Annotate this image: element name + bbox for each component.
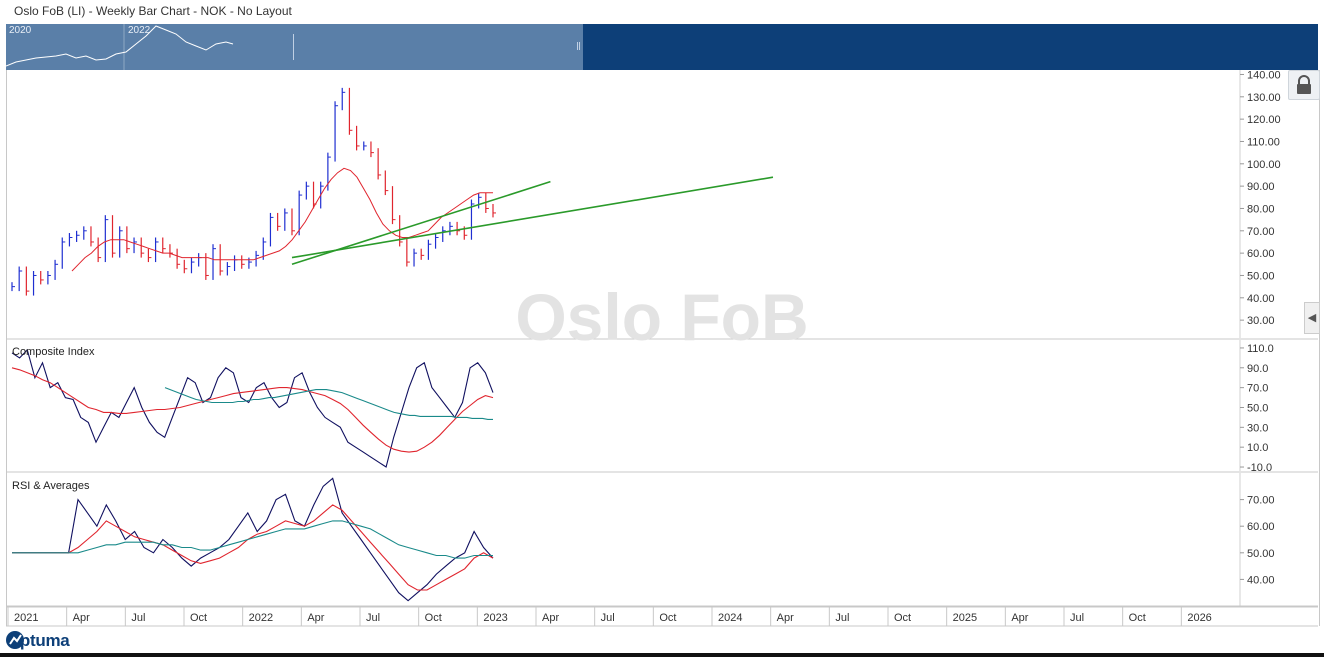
optuma-logo: Optuma xyxy=(5,630,70,652)
composite-index-line xyxy=(11,367,494,453)
y-tick-label: 40.00 xyxy=(1247,574,1275,586)
x-tick-label: Oct xyxy=(190,612,207,624)
moving-average-line xyxy=(71,167,493,272)
lock-icon xyxy=(1297,75,1311,94)
rsi-line xyxy=(12,520,493,559)
y-tick-label: 70.0 xyxy=(1247,383,1268,395)
chevron-left-icon: ◀ xyxy=(1307,312,1317,324)
y-tick-label: 120.00 xyxy=(1247,114,1281,126)
x-tick-label: Oct xyxy=(425,612,442,624)
x-tick-label: Oct xyxy=(659,612,676,624)
navigator-sparkline xyxy=(6,24,580,70)
status-strip xyxy=(0,653,1324,657)
y-tick-label: 30.0 xyxy=(1247,422,1268,434)
y-tick-label: 50.00 xyxy=(1247,270,1275,282)
lock-button[interactable] xyxy=(1288,70,1320,100)
y-tick-label: 60.00 xyxy=(1247,248,1275,260)
navigator-selection[interactable] xyxy=(6,24,583,70)
y-tick-label: 10.0 xyxy=(1247,442,1268,454)
y-tick-label: 90.0 xyxy=(1247,363,1268,375)
x-tick-label: 2021 xyxy=(14,612,38,624)
trend-line xyxy=(291,176,774,259)
time-navigator[interactable]: 2020 2022 xyxy=(6,24,1318,70)
x-tick-label: 2026 xyxy=(1187,612,1211,624)
rsi-line xyxy=(12,477,494,602)
optuma-logo-icon xyxy=(6,631,24,649)
x-tick-label: Oct xyxy=(1129,612,1146,624)
x-tick-label: Apr xyxy=(73,612,90,624)
composite-index-line xyxy=(11,348,494,468)
x-tick-label: Apr xyxy=(307,612,324,624)
x-tick-label: 2023 xyxy=(483,612,507,624)
chart-title: Oslo FoB (LI) - Weekly Bar Chart - NOK -… xyxy=(14,4,292,18)
y-tick-label: 50.00 xyxy=(1247,548,1275,560)
chart-frame xyxy=(6,70,1320,626)
y-tick-label: 50.0 xyxy=(1247,402,1268,414)
x-tick-label: Jul xyxy=(835,612,849,624)
y-tick-label: 40.00 xyxy=(1247,293,1275,305)
y-tick-label: -10.0 xyxy=(1247,462,1272,474)
panel-title-composite: Composite Index xyxy=(12,346,95,358)
y-tick-label: 90.00 xyxy=(1247,181,1275,193)
navigator-year-label: 2020 xyxy=(9,25,32,36)
x-tick-label: 2024 xyxy=(718,612,742,624)
x-tick-label: Jul xyxy=(1070,612,1084,624)
y-tick-label: 100.00 xyxy=(1247,159,1281,171)
y-tick-label: 110.0 xyxy=(1247,343,1274,355)
x-tick-label: 2022 xyxy=(249,612,273,624)
x-tick-label: Apr xyxy=(777,612,794,624)
x-tick-label: 2025 xyxy=(953,612,977,624)
y-tick-label: 70.00 xyxy=(1247,226,1275,238)
x-tick-label: Jul xyxy=(601,612,615,624)
collapse-panel-button[interactable]: ◀ xyxy=(1304,302,1320,334)
y-tick-label: 70.00 xyxy=(1247,495,1275,507)
y-tick-label: 60.00 xyxy=(1247,521,1275,533)
y-tick-label: 110.00 xyxy=(1247,136,1280,148)
navigator-year-label: 2022 xyxy=(128,25,151,36)
y-tick-label: 140.00 xyxy=(1247,69,1281,81)
y-tick-label: 30.00 xyxy=(1247,315,1275,327)
rsi-line xyxy=(12,504,494,591)
y-tick-label: 130.00 xyxy=(1247,92,1281,104)
composite-index-line xyxy=(164,387,493,420)
panel-title-rsi: RSI & Averages xyxy=(12,480,90,492)
watermark: Oslo FoB xyxy=(515,280,808,354)
x-tick-label: Jul xyxy=(366,612,380,624)
x-tick-label: Apr xyxy=(542,612,559,624)
x-tick-label: Apr xyxy=(1011,612,1028,624)
x-tick-label: Oct xyxy=(894,612,911,624)
y-tick-label: 80.00 xyxy=(1247,203,1275,215)
x-tick-label: Jul xyxy=(131,612,145,624)
